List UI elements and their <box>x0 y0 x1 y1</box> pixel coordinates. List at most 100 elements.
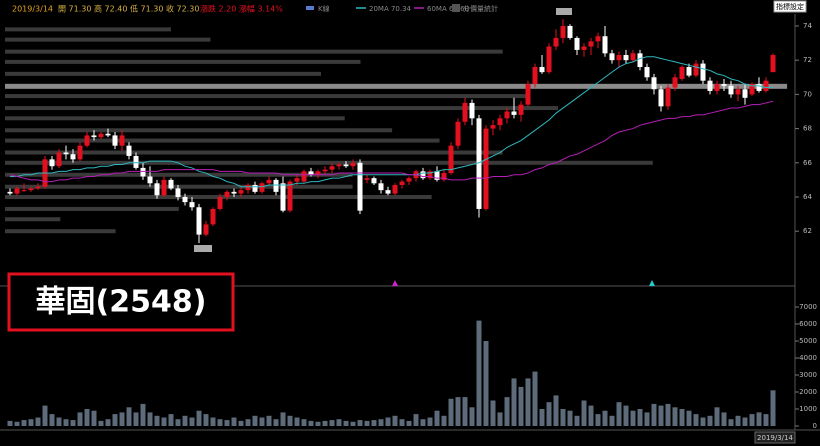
low-marker <box>194 245 212 252</box>
date-label: 2019/3/14 <box>757 434 793 442</box>
volume-bar <box>28 419 34 426</box>
volume-tick-label: 7000 <box>799 303 817 311</box>
volume-bar <box>49 414 55 426</box>
candle-body <box>322 169 328 172</box>
volume-bar <box>350 421 356 426</box>
volume-bar <box>245 419 251 426</box>
header-change: 漲跌 2.20 漲幅 3.14% <box>200 4 283 14</box>
candle-body <box>84 135 90 146</box>
volume-bar <box>224 420 230 426</box>
candle-body <box>112 135 118 146</box>
volume-bar <box>756 412 762 426</box>
candle-body <box>770 55 776 73</box>
volume-bar <box>623 405 629 426</box>
candle-body <box>308 171 314 175</box>
high-marker <box>556 8 572 15</box>
volume-bar <box>504 397 510 426</box>
volume-bar <box>343 420 349 426</box>
volume-tick-label: 4000 <box>799 354 817 362</box>
profile-bar <box>5 172 353 177</box>
candle-body <box>518 104 524 115</box>
volume-profile <box>5 27 788 234</box>
volume-bar <box>455 397 461 426</box>
profile-bar <box>5 150 503 155</box>
volume-bar <box>371 420 377 426</box>
candle-body <box>665 87 671 107</box>
volume-bar <box>490 400 496 426</box>
candle-body <box>455 121 461 146</box>
candle-body <box>644 67 650 78</box>
volume-bar <box>728 419 734 426</box>
candle-body <box>140 167 146 177</box>
candle-body <box>399 181 405 186</box>
volume-bar <box>308 420 314 426</box>
volume-bar <box>203 414 209 426</box>
volume-bar <box>322 420 328 426</box>
volume-bar <box>133 412 139 426</box>
candle-body <box>483 128 489 209</box>
candle-body <box>217 196 223 209</box>
settings-button-label[interactable]: 指標設定 <box>776 2 804 11</box>
volume-bar <box>56 417 62 426</box>
candle-body <box>742 89 748 98</box>
candle-body <box>497 118 503 126</box>
volume-bar <box>686 410 692 426</box>
candle-body <box>350 162 356 167</box>
candle-body <box>175 188 181 197</box>
y-tick-label: 62 <box>803 227 812 235</box>
candle-body <box>329 166 335 170</box>
candle-body <box>294 178 300 182</box>
volume-bar <box>70 420 76 426</box>
ma-line <box>10 56 773 188</box>
volume-bar <box>574 415 580 426</box>
profile-bar <box>5 160 653 165</box>
candle-body <box>357 162 363 211</box>
candle-body <box>623 55 629 61</box>
volume-bar <box>98 420 104 426</box>
volume-bar <box>413 414 419 426</box>
stock-label: 華固(2548) <box>36 285 207 320</box>
volume-bar <box>357 420 363 426</box>
candle-body <box>252 185 258 192</box>
volume-bar <box>182 415 188 426</box>
volume-bar <box>14 421 20 426</box>
candle-body <box>119 135 125 146</box>
volume-bar <box>315 421 321 426</box>
candle-body <box>714 84 720 91</box>
candle-body <box>637 53 643 68</box>
candle-body <box>609 53 615 61</box>
volume-bar <box>511 378 517 426</box>
volume-bar <box>427 417 433 426</box>
volume-bar <box>399 419 405 426</box>
candle-body <box>49 159 55 167</box>
candle-body <box>434 171 440 180</box>
volume-bar <box>35 417 41 426</box>
candle-body <box>679 67 685 79</box>
candle-body <box>336 164 342 167</box>
candle-body <box>70 154 76 160</box>
settings-button[interactable] <box>773 0 807 13</box>
volume-bar <box>679 409 685 426</box>
volume-bar <box>693 414 699 426</box>
volume-bar <box>525 378 531 426</box>
profile-bar <box>5 94 527 99</box>
volume-bar <box>168 414 174 426</box>
candle-body <box>245 185 251 191</box>
candle-body <box>511 111 517 115</box>
candle-body <box>91 135 97 138</box>
volume-tick-label: 0 <box>813 422 817 430</box>
volume-bar <box>742 417 748 426</box>
candle-body <box>693 63 699 76</box>
candle-body <box>273 179 279 192</box>
candle-body <box>756 84 762 91</box>
candle-body <box>378 183 384 191</box>
profile-bar <box>5 217 61 222</box>
candle-body <box>315 171 321 175</box>
volume-bar <box>217 419 223 426</box>
profile-bar <box>5 49 503 54</box>
candle-body <box>553 37 559 47</box>
candle-body <box>259 183 265 192</box>
candle-body <box>105 133 111 136</box>
volume-bar <box>441 415 447 426</box>
